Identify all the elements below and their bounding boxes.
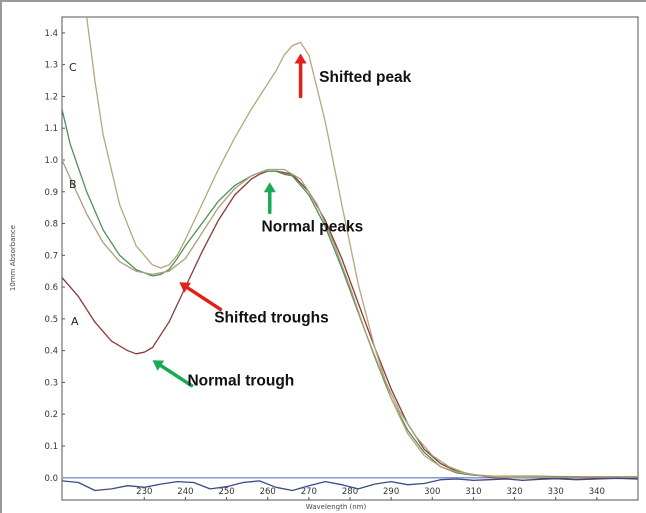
y-tick-label: 1.0 xyxy=(44,156,58,166)
x-tick-label: 300 xyxy=(424,487,440,497)
shifted-troughs-label: Shifted troughs xyxy=(214,310,329,327)
normal-trough-arrow xyxy=(159,363,194,388)
x-tick-label: 270 xyxy=(301,487,317,497)
series-label-a: A xyxy=(71,315,79,328)
x-tick-label: 240 xyxy=(177,487,193,497)
shifted-peak-arrow-head xyxy=(294,53,307,64)
y-tick-label: 0.5 xyxy=(44,315,58,325)
x-tick-label: 250 xyxy=(218,487,234,497)
y-tick-label: 1.4 xyxy=(44,29,58,39)
y-tick-label: 0.0 xyxy=(44,474,58,484)
x-tick-label: 230 xyxy=(136,487,152,497)
series-unlabeled-line xyxy=(62,159,638,479)
y-axis-ticks: 0.0 0.1 0.2 0.3 0.4 0.5 0.6 0.7 0.8 0.9 1.0 1.1 1.2 1… xyxy=(44,29,65,484)
y-tick-label: 0.2 xyxy=(44,410,58,420)
normal-peaks-arrow-head xyxy=(263,182,276,193)
y-tick-label: 0.8 xyxy=(44,220,58,230)
y-tick-label: 0.6 xyxy=(44,283,58,293)
series-lines xyxy=(62,17,638,492)
normal-peaks-label: Normal peaks xyxy=(262,218,364,235)
normal-trough-arrow-head xyxy=(152,360,165,371)
y-tick-label: 0.7 xyxy=(44,251,58,261)
y-tick-label: 0.9 xyxy=(44,188,58,198)
x-axis-ticks: 230 240 250 260 270 280 290 300 310 320 330 340 xyxy=(136,487,605,500)
y-tick-label: 0.3 xyxy=(44,378,58,388)
annotations: Shifted peak Normal peaks Shifted trough… xyxy=(152,53,412,390)
x-tick-label: 290 xyxy=(383,487,399,497)
y-tick-label: 1.1 xyxy=(44,124,58,134)
shifted-peak-label: Shifted peak xyxy=(319,69,412,86)
y-tick-label: 0.1 xyxy=(44,442,58,452)
y-axis-title: 10mm Absorbance xyxy=(9,225,17,291)
x-axis-title: Wavelength (nm) xyxy=(306,503,367,511)
series-label-c: C xyxy=(69,61,77,74)
y-tick-label: 1.3 xyxy=(44,61,58,71)
series-label-b: B xyxy=(69,178,77,191)
baseline-line xyxy=(62,477,638,492)
x-tick-label: 320 xyxy=(506,487,522,497)
normal-trough-label: Normal trough xyxy=(187,373,294,390)
y-tick-label: 0.4 xyxy=(44,347,58,357)
shifted-troughs-arrow-head xyxy=(179,282,191,293)
x-tick-label: 280 xyxy=(342,487,358,497)
x-tick-label: 330 xyxy=(548,487,564,497)
x-tick-label: 340 xyxy=(589,487,605,497)
x-tick-label: 260 xyxy=(260,487,276,497)
y-tick-label: 1.2 xyxy=(44,92,58,102)
x-tick-label: 310 xyxy=(465,487,481,497)
shifted-troughs-arrow xyxy=(185,286,223,312)
